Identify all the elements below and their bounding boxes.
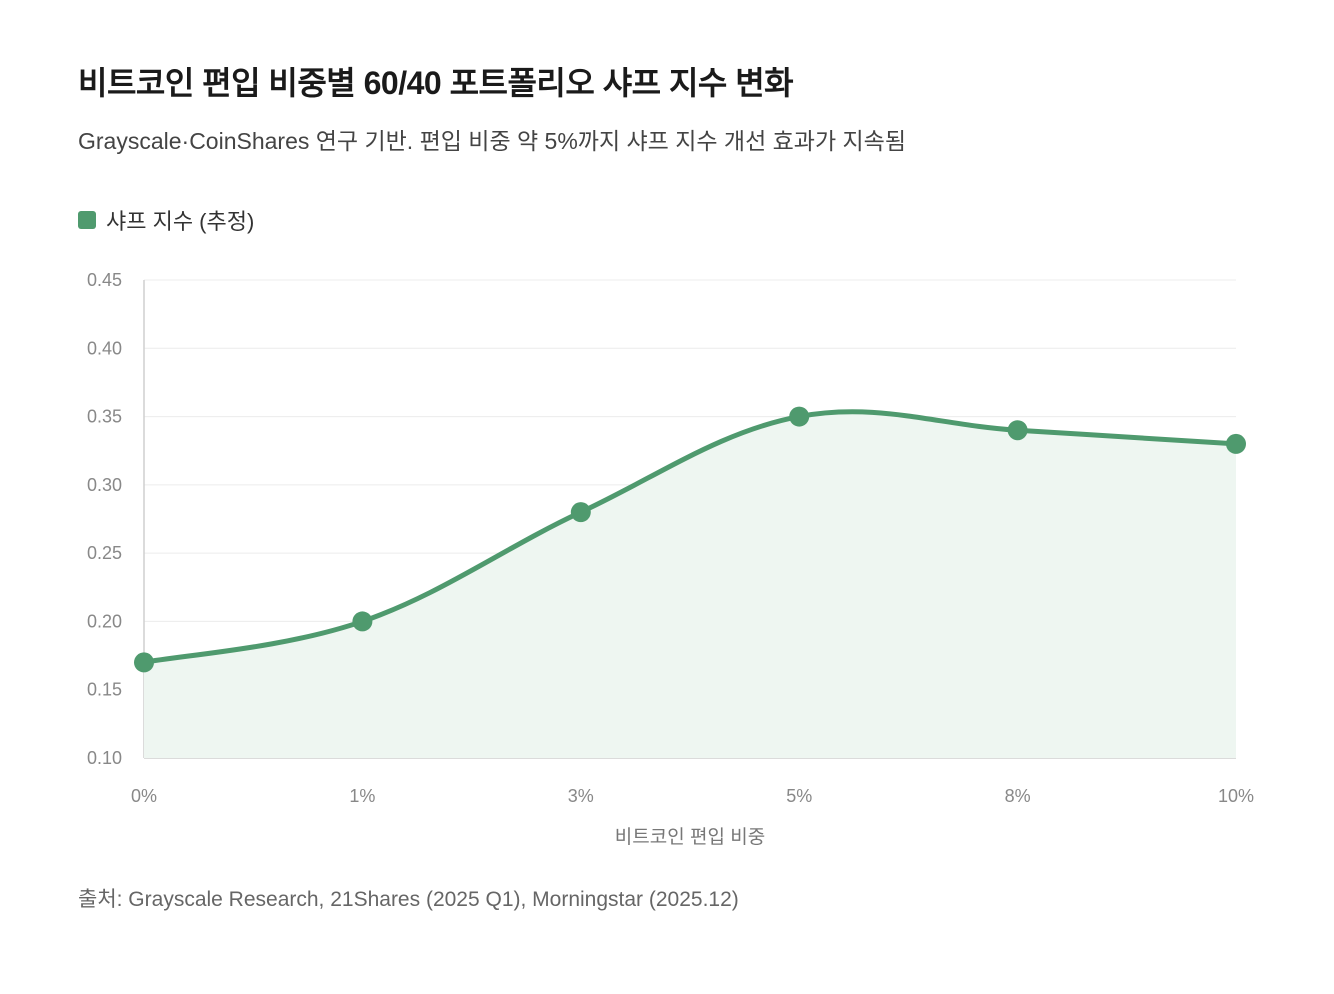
y-tick-label: 0.40 <box>87 338 122 358</box>
chart-subtitle: Grayscale·CoinShares 연구 기반. 편입 비중 약 5%까지… <box>78 128 906 154</box>
data-point <box>1226 433 1246 454</box>
data-point <box>789 406 810 427</box>
x-tick-label: 1% <box>349 786 375 806</box>
data-point <box>134 652 154 673</box>
source-note: 출처: Grayscale Research, 21Shares (2025 Q… <box>78 888 739 911</box>
chart-title: 비트코인 편입 비중별 60/40 포트폴리오 샤프 지수 변화 <box>78 65 794 101</box>
x-tick-label: 8% <box>1005 786 1031 806</box>
y-tick-label: 0.35 <box>87 407 122 427</box>
data-point <box>570 502 591 523</box>
y-tick-label: 0.15 <box>87 680 122 700</box>
legend-label: 샤프 지수 (추정) <box>106 209 255 234</box>
y-tick-label: 0.30 <box>87 475 122 495</box>
legend-swatch <box>78 211 96 229</box>
x-axis-title: 비트코인 편입 비중 <box>615 826 765 848</box>
x-tick-label: 10% <box>1218 786 1254 806</box>
y-tick-label: 0.10 <box>87 748 122 768</box>
data-points <box>134 406 1246 673</box>
series-line <box>141 409 1239 665</box>
legend: 샤프 지수 (추정) <box>78 204 254 236</box>
y-tick-label: 0.20 <box>87 611 122 631</box>
x-tick-label: 5% <box>786 786 812 806</box>
data-point <box>352 611 373 632</box>
x-axis-ticks: 0% 1% 3% 5% 8% 10% <box>131 786 1254 806</box>
x-tick-label: 3% <box>568 786 594 806</box>
y-tick-label: 0.25 <box>87 543 122 563</box>
data-point <box>1007 420 1028 441</box>
series-area <box>144 411 1236 758</box>
y-tick-label: 0.45 <box>87 270 122 290</box>
area-layer <box>144 411 1236 758</box>
y-axis-ticks: 0.10 0.15 0.20 0.25 0.30 0.35 0.40 0.45 <box>87 270 122 768</box>
x-tick-label: 0% <box>131 786 157 806</box>
line-layer <box>141 409 1239 665</box>
